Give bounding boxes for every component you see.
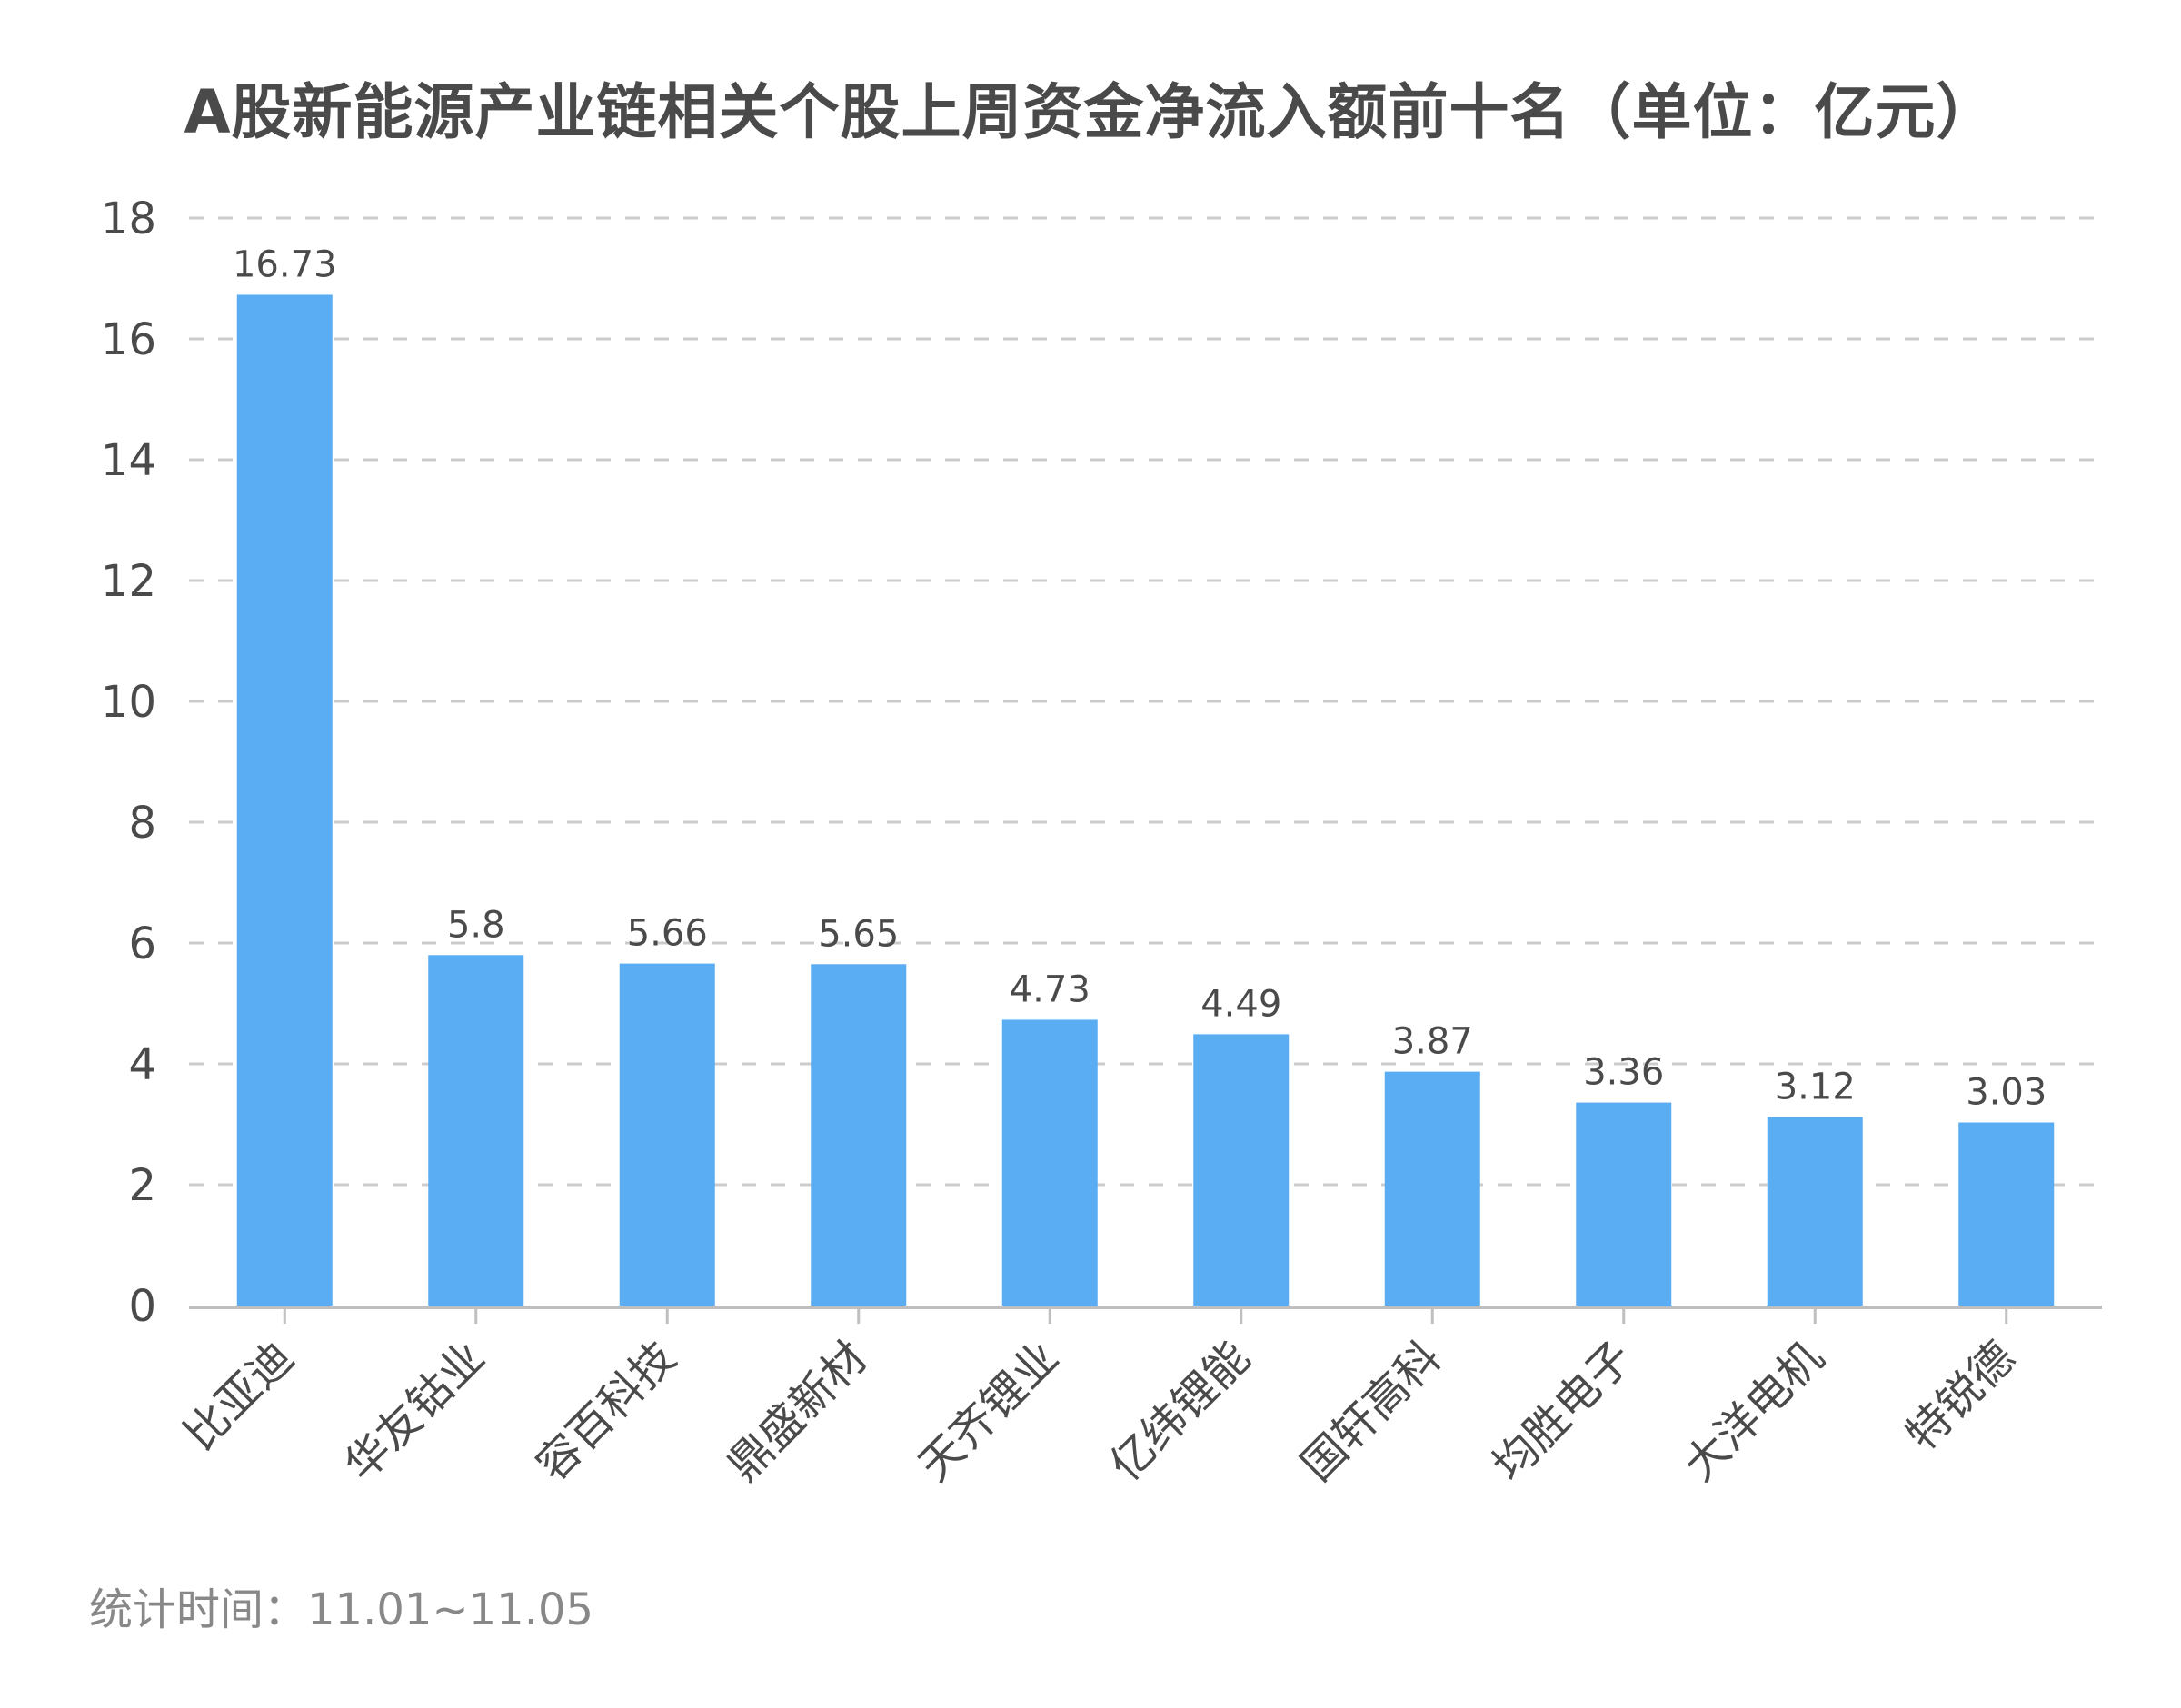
footnote-date-range: 统计时间：11.01~11.05 — [89, 1584, 594, 1635]
chart-title: A股新能源产业链相关个股上周资金净流入额前十名（单位：亿元） — [184, 77, 1997, 147]
y-tick-label: 12 — [101, 556, 156, 607]
x-tick-label: 特锐德 — [1897, 1332, 2025, 1460]
bar-value-label: 3.87 — [1392, 1021, 1473, 1063]
x-axis-labels: 比亚迪 华友钴业 容百科技 鼎盛新材 天齐锂业 亿纬锂能 国轩高科 均胜电子 大洋电机 特锐德 — [174, 1332, 2025, 1491]
x-tick-label: 亿纬锂能 — [1100, 1332, 1260, 1491]
y-tick-label: 8 — [128, 798, 156, 849]
y-tick-label: 16 — [101, 314, 156, 365]
bar-value-label: 5.66 — [627, 913, 708, 955]
y-axis-ticks: 0 2 4 6 8 10 12 14 16 18 — [101, 194, 156, 1332]
bar — [1193, 1034, 1290, 1306]
bar — [428, 955, 524, 1306]
bar-value-label: 4.73 — [1010, 968, 1090, 1010]
bar — [619, 963, 715, 1306]
y-tick-label: 6 — [128, 919, 156, 969]
x-tick-label: 容百科技 — [526, 1332, 685, 1491]
bars: 16.73 5.8 5.66 5.65 4.73 4.49 3.87 3.36 3.12 3.03 — [233, 243, 2055, 1306]
bar-value-label: 4.49 — [1200, 983, 1281, 1025]
bar — [1767, 1117, 1863, 1306]
bar-value-label: 5.8 — [447, 904, 505, 946]
bar — [1576, 1102, 1672, 1306]
x-tick-label: 华友钴业 — [335, 1332, 494, 1491]
bar-value-label: 3.03 — [1966, 1072, 2047, 1114]
bar-value-label: 5.65 — [818, 913, 899, 955]
y-tick-label: 4 — [128, 1039, 156, 1090]
y-tick-label: 10 — [101, 677, 156, 728]
x-tick-label: 比亚迪 — [174, 1332, 303, 1460]
bar-value-label: 3.36 — [1583, 1052, 1664, 1094]
y-tick-label: 14 — [101, 435, 156, 486]
bar — [236, 294, 333, 1306]
x-tick-label: 大洋电机 — [1674, 1332, 1833, 1491]
bar-value-label: 3.12 — [1775, 1067, 1856, 1108]
y-tick-label: 2 — [128, 1160, 156, 1211]
bar — [1001, 1019, 1098, 1306]
bar-value-label: 16.73 — [233, 243, 337, 285]
x-axis — [189, 1306, 2102, 1324]
x-tick-label: 鼎盛新材 — [718, 1332, 877, 1491]
bar — [811, 964, 907, 1306]
bar — [1958, 1122, 2055, 1306]
bar — [1384, 1071, 1480, 1306]
x-tick-label: 天齐锂业 — [909, 1332, 1068, 1491]
x-tick-label: 国轩高科 — [1291, 1332, 1450, 1491]
y-tick-label: 0 — [128, 1281, 156, 1332]
x-tick-label: 均胜电子 — [1483, 1332, 1642, 1491]
y-tick-label: 18 — [101, 194, 156, 244]
